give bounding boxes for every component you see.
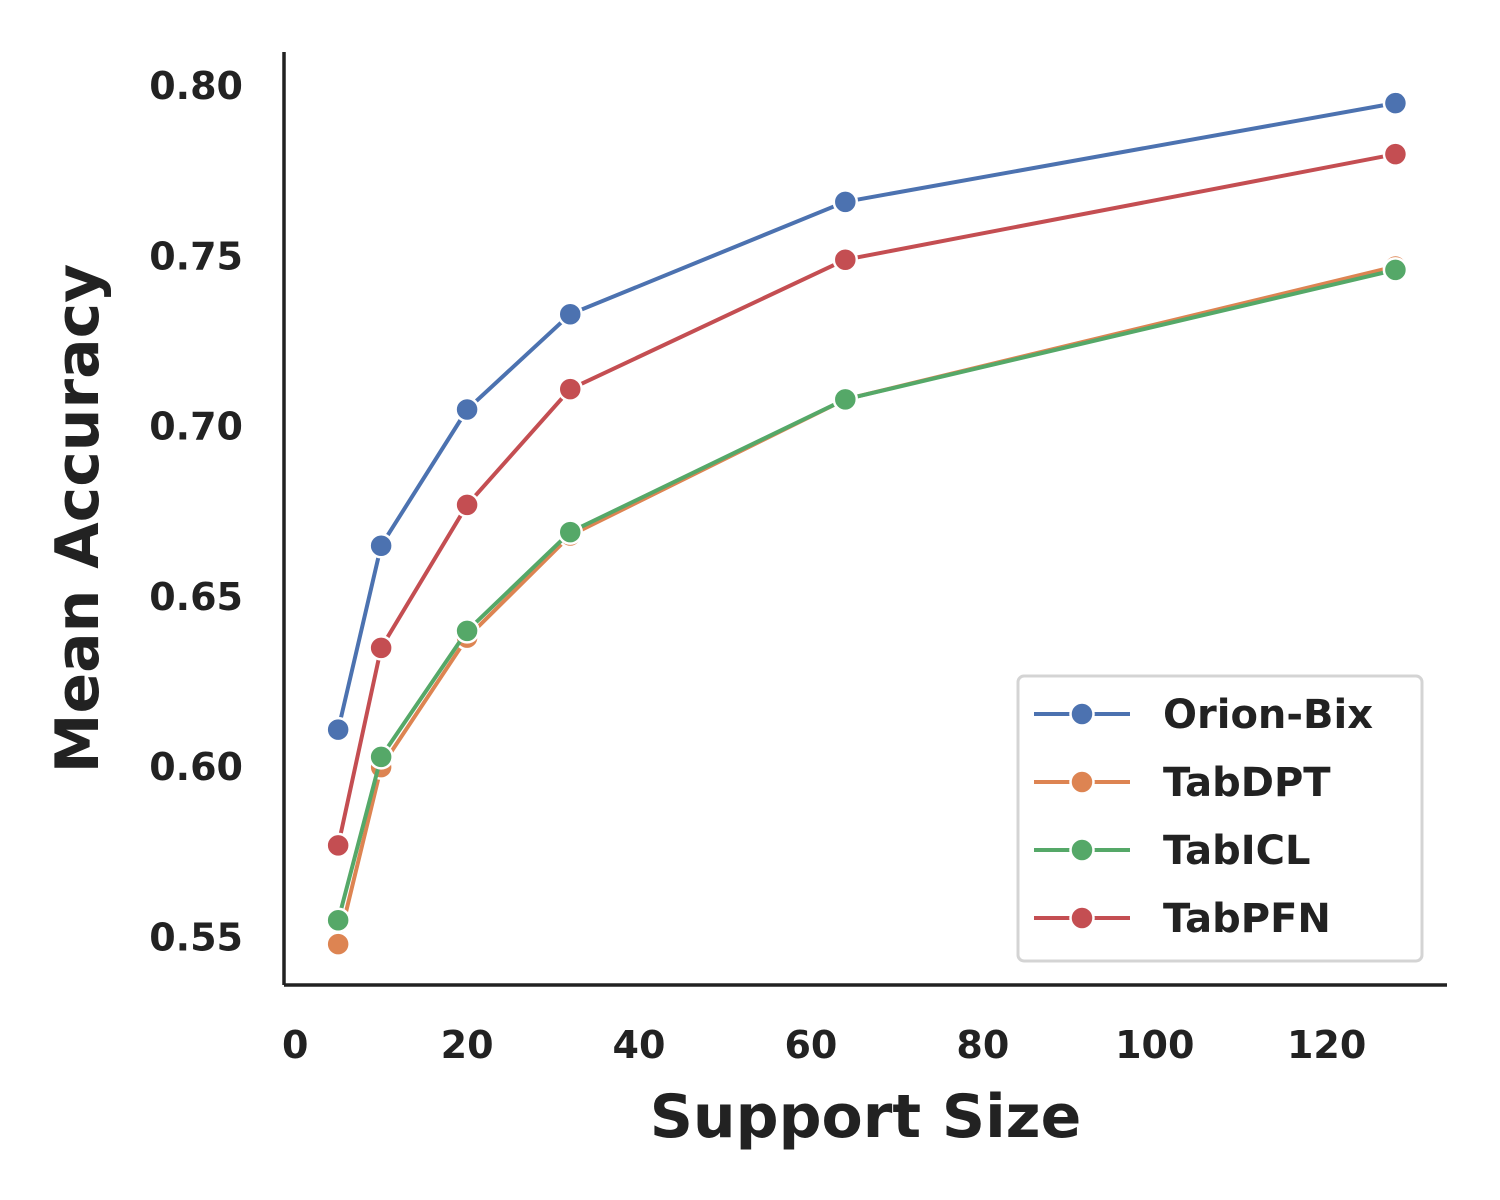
- series-line-tabpfn: [336, 152, 1398, 848]
- legend-label: TabPFN: [1163, 896, 1331, 942]
- data-point-orion-bix: [454, 396, 480, 423]
- legend-item-tabicl: TabICL: [1034, 828, 1310, 874]
- legend-swatch-marker: [1069, 769, 1095, 795]
- y-tick-label: 0.60: [149, 745, 243, 789]
- data-point-orion-bix: [325, 716, 351, 743]
- legend-label: TabICL: [1163, 828, 1310, 874]
- data-point-orion-bix: [557, 301, 583, 327]
- legend-label: TabDPT: [1163, 760, 1331, 806]
- data-point-tabicl: [832, 386, 859, 413]
- data-point-tabicl: [1382, 257, 1409, 283]
- series-tabicl: [325, 257, 1409, 934]
- x-tick-label: 80: [956, 1023, 1009, 1067]
- x-tick-label: 20: [441, 1023, 494, 1067]
- data-point-tabpfn: [454, 492, 480, 518]
- legend-swatch-marker: [1069, 837, 1095, 863]
- x-axis-ticks: 0 20 40 60 80 100 120: [282, 1023, 1366, 1067]
- y-tick-label: 0.65: [149, 575, 243, 619]
- legend-item-tabpfn: TabPFN: [1034, 896, 1331, 942]
- data-point-tabpfn: [368, 635, 394, 661]
- y-tick-label: 0.80: [149, 64, 243, 108]
- legend-frame: [1016, 674, 1424, 963]
- data-point-tabicl: [557, 519, 583, 545]
- series-tabpfn: [325, 141, 1409, 859]
- x-tick-label: 100: [1115, 1023, 1194, 1067]
- y-tick-label: 0.70: [149, 405, 243, 449]
- legend: Orion-Bix TabDPT TabICL TabPFN: [1016, 674, 1424, 963]
- y-tick-label: 0.75: [149, 234, 243, 278]
- data-point-orion-bix: [368, 532, 394, 559]
- y-tick-label: 0.55: [149, 915, 243, 959]
- legend-item-tabdpt: TabDPT: [1034, 760, 1331, 806]
- legend-swatch-marker: [1069, 905, 1095, 931]
- x-tick-label: 120: [1287, 1023, 1366, 1067]
- data-point-orion-bix: [1382, 90, 1409, 116]
- data-point-orion-bix: [832, 189, 859, 215]
- data-point-tabicl: [325, 907, 351, 934]
- x-axis-label: Support Size: [650, 1082, 1082, 1152]
- data-point-tabpfn: [1382, 141, 1409, 167]
- legend-swatch-marker: [1069, 701, 1095, 727]
- series-line-orion-bix: [336, 101, 1398, 732]
- x-tick-label: 40: [613, 1023, 666, 1067]
- x-tick-label: 60: [784, 1023, 837, 1067]
- data-point-tabicl: [368, 744, 394, 770]
- y-axis-label: Mean Accuracy: [43, 264, 113, 774]
- series-line-tabicl: [336, 267, 1398, 923]
- axes-spines: [282, 52, 1447, 987]
- x-tick-label: 0: [282, 1023, 308, 1067]
- series-group: [325, 90, 1409, 957]
- y-axis-ticks: 0.55 0.60 0.65 0.70 0.75 0.80: [149, 64, 243, 959]
- data-point-tabpfn: [832, 246, 859, 273]
- data-point-tabicl: [454, 618, 480, 644]
- data-point-tabpfn: [557, 376, 583, 402]
- data-point-tabpfn: [325, 832, 351, 859]
- series-orion-bix: [325, 90, 1409, 743]
- data-point-tabdpt: [325, 931, 351, 957]
- legend-label: Orion-Bix: [1163, 692, 1373, 738]
- legend-item-orion-bix: Orion-Bix: [1034, 692, 1373, 738]
